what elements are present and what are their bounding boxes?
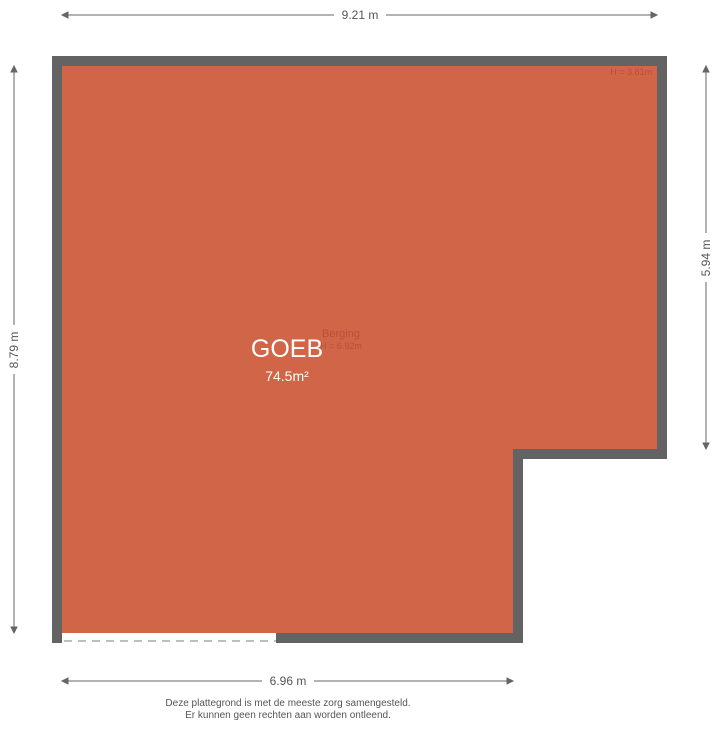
room-floor <box>62 66 657 633</box>
dimension-left <box>10 64 18 635</box>
room-area: 74.5m² <box>265 368 309 384</box>
dimension-right <box>702 64 710 451</box>
dimension-top-label: 9.21 m <box>342 8 379 22</box>
dimension-right-label: 5.94 m <box>699 240 713 277</box>
room-height-center: H = 6.92m <box>320 341 362 351</box>
dimension-bottom <box>60 677 515 685</box>
room-label: Berging <box>322 328 360 340</box>
footer-disclaimer-line2: Er kunnen geen rechten aan worden ontlee… <box>185 710 391 721</box>
footer-disclaimer-line1: Deze plattegrond is met de meeste zorg s… <box>165 698 411 709</box>
room-height-corner: H = 3.81m <box>610 67 652 77</box>
dimension-top <box>60 11 659 19</box>
dimension-left-label: 8.79 m <box>7 332 21 369</box>
opening <box>62 633 276 644</box>
dimension-bottom-label: 6.96 m <box>270 674 307 688</box>
room-name: GOEB <box>251 335 323 363</box>
